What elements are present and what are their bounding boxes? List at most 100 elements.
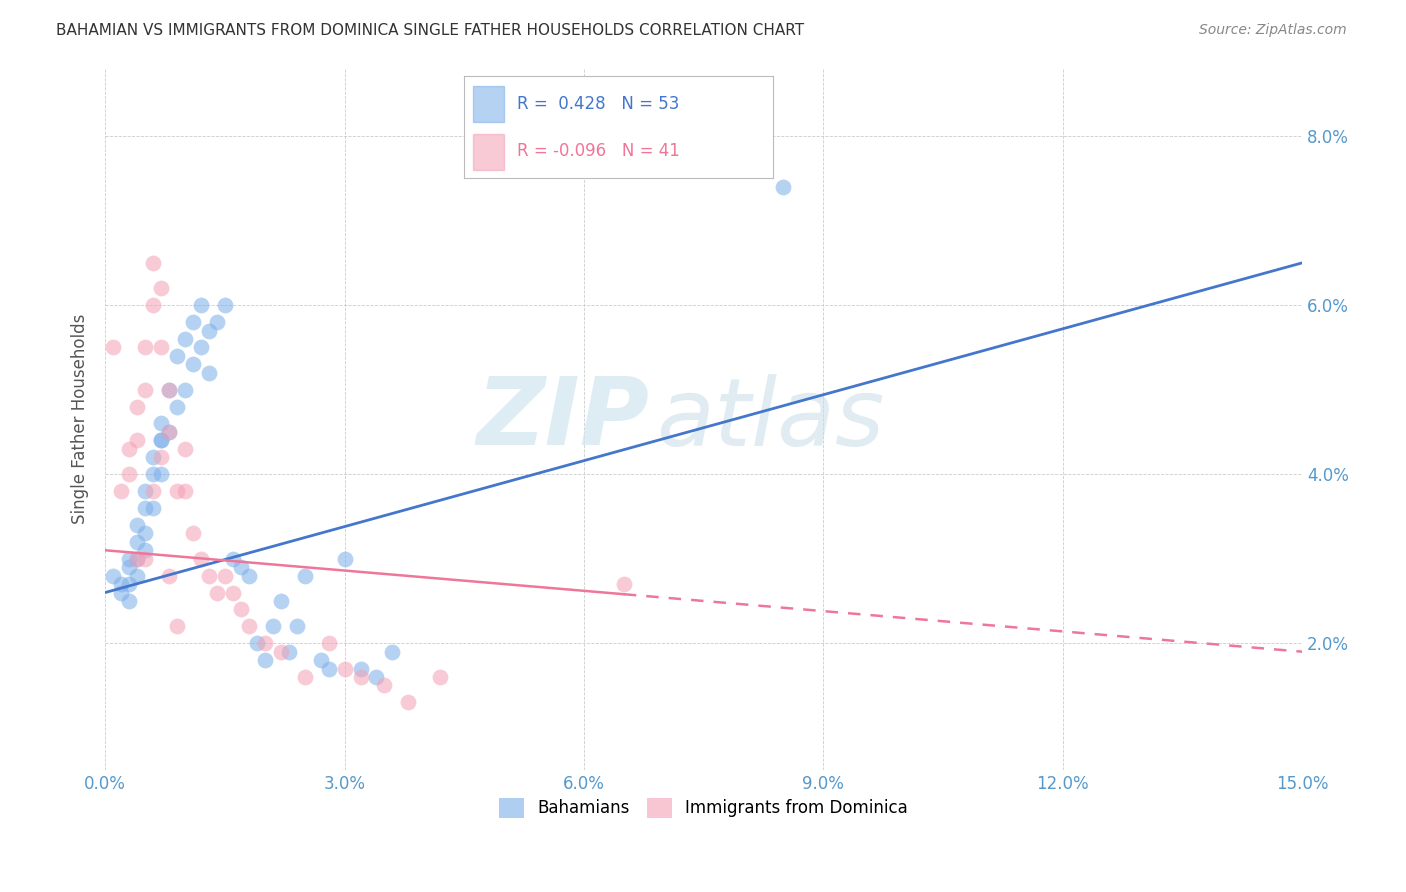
Point xyxy=(294,670,316,684)
Point xyxy=(118,467,141,482)
Point xyxy=(110,484,132,499)
Point xyxy=(366,670,388,684)
Point xyxy=(381,645,404,659)
Point xyxy=(110,577,132,591)
Point xyxy=(198,568,221,582)
Point xyxy=(134,484,156,499)
Point xyxy=(150,467,173,482)
Point xyxy=(166,400,188,414)
Point xyxy=(142,501,165,516)
Point xyxy=(190,340,212,354)
Point xyxy=(166,349,188,363)
Point xyxy=(349,662,371,676)
Text: Source: ZipAtlas.com: Source: ZipAtlas.com xyxy=(1199,23,1347,37)
Point xyxy=(134,551,156,566)
Point xyxy=(166,619,188,633)
Point xyxy=(285,619,308,633)
Point xyxy=(174,332,197,346)
Legend: Bahamians, Immigrants from Dominica: Bahamians, Immigrants from Dominica xyxy=(492,791,914,825)
Point xyxy=(205,585,228,599)
Point xyxy=(142,484,165,499)
Point xyxy=(238,568,260,582)
Text: ZIP: ZIP xyxy=(477,373,650,466)
Point xyxy=(118,594,141,608)
Point xyxy=(157,425,180,439)
Y-axis label: Single Father Households: Single Father Households xyxy=(72,314,89,524)
Point xyxy=(205,315,228,329)
Point xyxy=(333,662,356,676)
Point xyxy=(214,298,236,312)
Point xyxy=(373,678,395,692)
Text: BAHAMIAN VS IMMIGRANTS FROM DOMINICA SINGLE FATHER HOUSEHOLDS CORRELATION CHART: BAHAMIAN VS IMMIGRANTS FROM DOMINICA SIN… xyxy=(56,23,804,38)
Point xyxy=(142,256,165,270)
Point xyxy=(198,324,221,338)
Point xyxy=(118,442,141,456)
Point xyxy=(166,484,188,499)
Point xyxy=(157,383,180,397)
Point xyxy=(429,670,451,684)
Point xyxy=(157,383,180,397)
Point xyxy=(127,400,149,414)
Point xyxy=(103,340,125,354)
Point xyxy=(181,526,204,541)
Point xyxy=(222,551,245,566)
Point xyxy=(174,442,197,456)
Point xyxy=(174,484,197,499)
Point xyxy=(127,434,149,448)
Text: atlas: atlas xyxy=(655,374,884,465)
Point xyxy=(110,585,132,599)
Point xyxy=(294,568,316,582)
Point xyxy=(333,551,356,566)
Point xyxy=(150,281,173,295)
Point xyxy=(222,585,245,599)
Point xyxy=(190,551,212,566)
Point xyxy=(127,534,149,549)
Point xyxy=(253,653,276,667)
Point xyxy=(118,577,141,591)
Point xyxy=(190,298,212,312)
Point xyxy=(127,551,149,566)
Point xyxy=(253,636,276,650)
Point xyxy=(181,357,204,371)
Point xyxy=(613,577,636,591)
Point xyxy=(214,568,236,582)
Point xyxy=(181,315,204,329)
Point xyxy=(309,653,332,667)
Point xyxy=(318,636,340,650)
Point xyxy=(150,417,173,431)
Point xyxy=(277,645,299,659)
Point xyxy=(134,340,156,354)
Point xyxy=(150,434,173,448)
Point xyxy=(157,568,180,582)
Point xyxy=(103,568,125,582)
Point xyxy=(142,450,165,465)
Point xyxy=(134,383,156,397)
Point xyxy=(318,662,340,676)
Point xyxy=(349,670,371,684)
Point xyxy=(142,467,165,482)
Bar xyxy=(474,135,505,170)
Point xyxy=(270,645,292,659)
Point xyxy=(118,560,141,574)
Point xyxy=(134,501,156,516)
Point xyxy=(142,298,165,312)
Point xyxy=(127,517,149,532)
Point xyxy=(150,340,173,354)
Point xyxy=(127,568,149,582)
Point xyxy=(246,636,269,650)
Text: R =  0.428   N = 53: R = 0.428 N = 53 xyxy=(516,95,679,112)
Point xyxy=(229,602,252,616)
Point xyxy=(772,179,794,194)
Point xyxy=(198,366,221,380)
Point xyxy=(396,695,419,709)
Point xyxy=(134,543,156,558)
Point xyxy=(150,434,173,448)
Point xyxy=(174,383,197,397)
Point xyxy=(238,619,260,633)
Point xyxy=(134,526,156,541)
Point xyxy=(150,450,173,465)
Text: R = -0.096   N = 41: R = -0.096 N = 41 xyxy=(516,142,679,160)
Point xyxy=(157,425,180,439)
Point xyxy=(262,619,284,633)
Bar xyxy=(474,87,505,122)
